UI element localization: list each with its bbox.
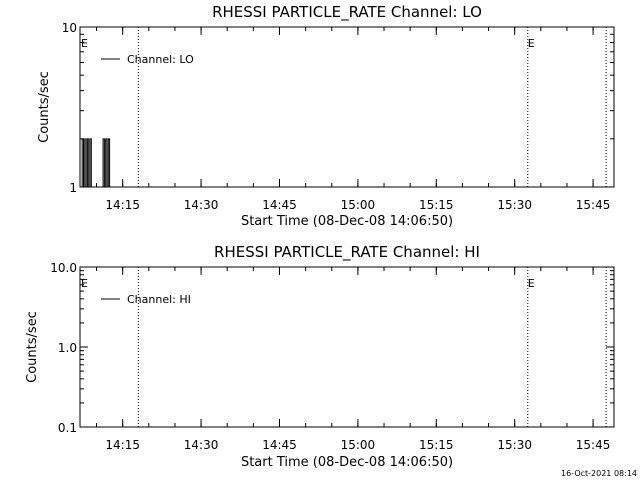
x-tick-label: 15:00 bbox=[341, 198, 376, 212]
x-tick-labels: 14:15 14:30 14:45 15:00 15:15 15:30 15:45 bbox=[105, 438, 610, 452]
x-tick-label: 15:45 bbox=[576, 198, 611, 212]
x-tick-label: 14:15 bbox=[105, 198, 140, 212]
legend: Channel: LO bbox=[101, 53, 194, 66]
event-marker-label: E bbox=[81, 277, 88, 290]
y-axis-label: Counts/sec bbox=[37, 71, 52, 143]
x-tick-label: 15:15 bbox=[419, 198, 454, 212]
y-tick-label: 0.1 bbox=[58, 421, 77, 435]
dotted-reference-lines bbox=[137, 267, 607, 427]
y-tick-label: 1 bbox=[69, 181, 77, 195]
y-axis-label: Counts/sec bbox=[25, 311, 40, 383]
chart-title: RHESSI PARTICLE_RATE Channel: LO bbox=[212, 3, 482, 22]
x-tick-label: 15:45 bbox=[576, 438, 611, 452]
chart-panel-hi: RHESSI PARTICLE_RATE Channel: HI Counts/… bbox=[25, 243, 615, 470]
x-axis-label: Start Time (08-Dec-08 14:06:50) bbox=[241, 214, 453, 229]
x-tick-label: 15:30 bbox=[497, 438, 532, 452]
y-tick-label: 10 bbox=[62, 21, 77, 35]
event-marker-label: E bbox=[81, 37, 88, 50]
series-line bbox=[80, 138, 111, 188]
x-tick-label: 14:30 bbox=[184, 198, 219, 212]
data-series bbox=[80, 138, 111, 188]
x-tick-labels: 14:15 14:30 14:45 15:00 15:15 15:30 15:45 bbox=[105, 198, 610, 212]
axis-ticks bbox=[80, 267, 614, 428]
event-marker-label: E bbox=[528, 37, 535, 50]
legend-label-hi: Channel: HI bbox=[127, 293, 191, 306]
axis-ticks bbox=[80, 27, 614, 188]
y-tick-labels: 1 10 bbox=[62, 21, 77, 195]
x-tick-label: 15:15 bbox=[419, 438, 454, 452]
footer-timestamp: 16-Oct-2021 08:14 bbox=[561, 469, 637, 478]
y-tick-labels: 0.1 1.0 10.0 bbox=[50, 261, 77, 435]
legend-label-lo: Channel: LO bbox=[127, 53, 194, 66]
x-tick-label: 15:30 bbox=[497, 198, 532, 212]
legend: Channel: HI bbox=[101, 293, 191, 306]
x-tick-label: 14:45 bbox=[262, 438, 297, 452]
y-tick-label: 10.0 bbox=[50, 261, 77, 275]
chart-panel-lo: RHESSI PARTICLE_RATE Channel: LO Counts/… bbox=[37, 3, 615, 229]
x-axis-label: Start Time (08-Dec-08 14:06:50) bbox=[241, 455, 453, 470]
x-tick-label: 14:15 bbox=[105, 438, 140, 452]
plot-frame bbox=[79, 26, 615, 188]
x-tick-label: 15:00 bbox=[341, 438, 376, 452]
dotted-reference-lines bbox=[137, 27, 607, 187]
x-tick-label: 14:45 bbox=[262, 198, 297, 212]
event-marker-label: E bbox=[528, 277, 535, 290]
x-tick-label: 14:30 bbox=[184, 438, 219, 452]
y-tick-label: 1.0 bbox=[58, 341, 77, 355]
plot-frame bbox=[79, 266, 615, 428]
chart-title: RHESSI PARTICLE_RATE Channel: HI bbox=[214, 243, 480, 262]
